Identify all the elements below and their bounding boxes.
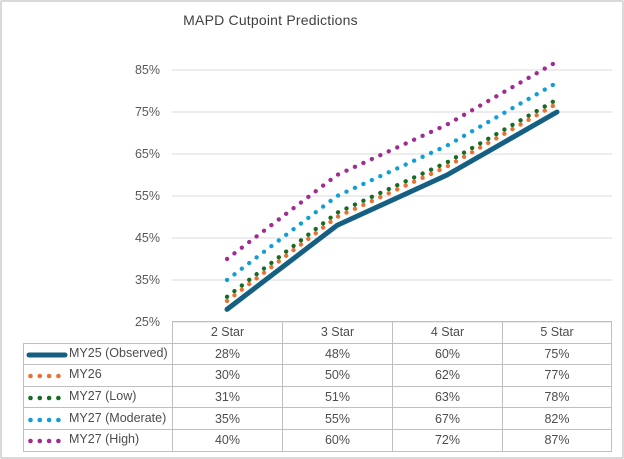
value-cell: 60% — [392, 342, 503, 366]
column-header-3-star: 3 Star — [282, 321, 393, 344]
table-row-my27-low: MY27 (Low) 31% 51% 63% 78% — [23, 385, 612, 409]
value-cell: 30% — [172, 364, 283, 387]
column-header-2-star: 2 Star — [172, 321, 283, 344]
value-cell: 82% — [502, 407, 612, 430]
y-axis-tick-label: 55% — [134, 189, 160, 203]
legend-cell: MY27 (High) — [23, 428, 173, 452]
legend-key-icon — [28, 417, 61, 422]
table-row-my27-high: MY27 (High) 40% 60% 72% 87% — [23, 428, 612, 452]
legend-label: MY27 (Low) — [69, 389, 137, 404]
value-cell: 48% — [282, 342, 393, 366]
y-axis-tick-label: 65% — [134, 147, 160, 161]
legend-key-icon — [28, 395, 61, 401]
legend-key-icon — [26, 352, 68, 358]
value-cell: 40% — [172, 428, 283, 452]
value-cell: 87% — [502, 428, 612, 452]
value-cell: 62% — [392, 364, 503, 387]
value-cell: 51% — [282, 385, 393, 409]
value-cell: 75% — [502, 342, 612, 366]
value-cell: 35% — [172, 407, 283, 430]
y-axis-tick-label: 85% — [134, 63, 160, 77]
legend-cell: MY27 (Moderate) — [23, 407, 173, 430]
value-cell: 63% — [392, 385, 503, 409]
value-cell: 77% — [502, 364, 612, 387]
table-row-my27-moderate: MY27 (Moderate) 35% 55% 67% 82% — [23, 407, 612, 430]
table-header-row: 2 Star 3 Star 4 Star 5 Star — [24, 321, 612, 344]
y-axis-tick-label: 25% — [134, 315, 160, 329]
value-cell: 67% — [392, 407, 503, 430]
legend-cell: MY27 (Low) — [23, 385, 173, 409]
y-axis-tick-label: 75% — [134, 105, 160, 119]
series-line-my25-observed — [224, 109, 560, 312]
table-row-my26: MY26 30% 50% 62% 77% — [23, 364, 612, 387]
value-cell: 78% — [502, 385, 612, 409]
legend-cell: MY26 — [23, 364, 173, 387]
value-cell: 50% — [282, 364, 393, 387]
value-cell: 60% — [282, 428, 393, 452]
column-header-4-star: 4 Star — [392, 321, 503, 344]
legend-label: MY26 — [69, 367, 102, 382]
chart-title: MAPD Cutpoint Predictions — [183, 12, 358, 28]
value-cell: 28% — [172, 342, 283, 366]
legend-key-icon — [28, 374, 61, 379]
column-header-5-star: 5 Star — [502, 321, 612, 344]
value-cell: 72% — [392, 428, 503, 452]
legend-label: MY27 (Moderate) — [69, 410, 167, 425]
legend-label: MY27 (High) — [69, 432, 140, 447]
legend-label: MY25 (Observed) — [69, 345, 168, 360]
value-cell: 31% — [172, 385, 283, 409]
series-line-my27-high — [224, 59, 560, 262]
table-row-my25-observed: MY25 (Observed) 28% 48% 60% 75% — [23, 342, 612, 366]
legend-cell: MY25 (Observed) — [23, 342, 173, 366]
y-axis-tick-label: 35% — [134, 273, 160, 287]
chart-data-table: 2 Star 3 Star 4 Star 5 Star MY25 (Observed) 2… — [23, 321, 612, 452]
table-corner-cell — [24, 322, 173, 344]
y-axis-tick-label: 45% — [134, 231, 160, 245]
line-plot-area — [172, 59, 612, 323]
legend-key-icon — [28, 438, 61, 444]
value-cell: 55% — [282, 407, 393, 430]
